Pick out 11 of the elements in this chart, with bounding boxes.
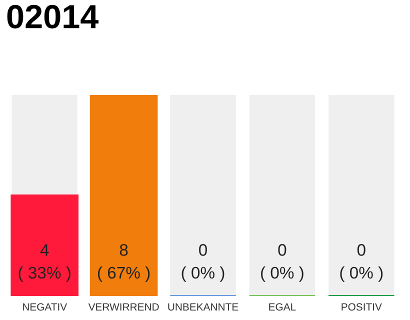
x-tick-label: POSITIV — [342, 303, 382, 311]
data-label: 0 ( 0% ) — [261, 244, 304, 282]
data-label: 0 ( 0% ) — [182, 244, 224, 282]
data-label: 8 ( 67% ) — [98, 244, 150, 282]
x-tick-label: EGAL — [269, 303, 296, 311]
x-tick-label: NEGATIV — [22, 303, 68, 311]
data-label: 4 ( 33% ) — [18, 244, 70, 282]
x-tick-label: VERWIRREND — [88, 303, 159, 310]
data-label: 0 ( 0% ) — [340, 244, 383, 282]
x-tick-label: UNBEKANNTE — [168, 303, 238, 311]
chart-title: 02014 — [7, 4, 99, 28]
